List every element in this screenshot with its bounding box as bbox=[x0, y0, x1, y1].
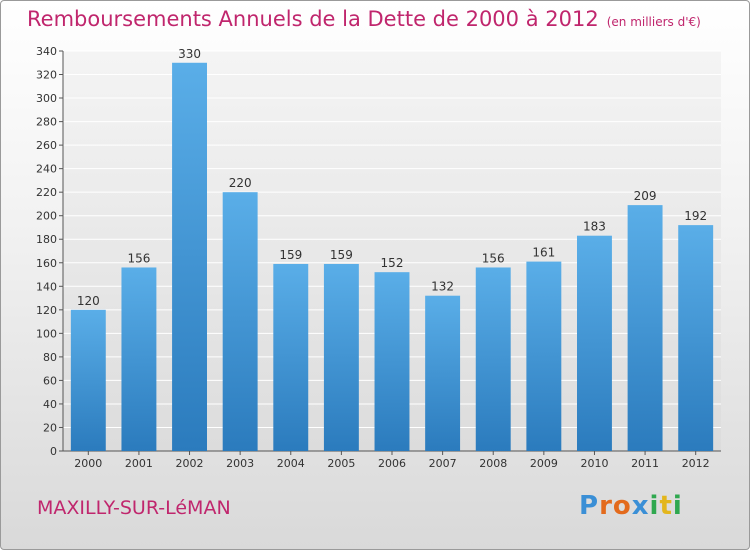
logo-letter: r bbox=[599, 491, 613, 521]
y-tick-label: 100 bbox=[36, 327, 57, 340]
bar bbox=[475, 267, 511, 451]
y-tick-label: 140 bbox=[36, 280, 57, 293]
bar-value-label: 156 bbox=[127, 251, 150, 265]
chart-unit: (en milliers d'€) bbox=[606, 15, 701, 29]
y-tick-label: 20 bbox=[43, 421, 57, 434]
bar-value-label: 330 bbox=[178, 47, 201, 61]
y-tick-label: 300 bbox=[36, 92, 57, 105]
logo-letter: x bbox=[631, 491, 650, 521]
bar bbox=[121, 267, 157, 451]
bar bbox=[526, 261, 562, 451]
chart-title: Remboursements Annuels de la Dette de 20… bbox=[27, 7, 701, 31]
proxiti-logo: Proxiti bbox=[579, 491, 683, 521]
bar bbox=[374, 272, 410, 451]
bar-value-label: 159 bbox=[279, 248, 302, 262]
y-tick-label: 320 bbox=[36, 69, 57, 82]
bar-value-label: 132 bbox=[431, 280, 454, 294]
bar bbox=[323, 263, 359, 451]
x-tick-label: 2010 bbox=[580, 457, 608, 470]
bar-value-label: 209 bbox=[634, 189, 657, 203]
bar bbox=[678, 225, 714, 451]
bar bbox=[273, 263, 309, 451]
x-tick-label: 2012 bbox=[682, 457, 710, 470]
logo-letter: i bbox=[649, 491, 660, 521]
y-tick-label: 60 bbox=[43, 374, 57, 387]
bar-value-label: 156 bbox=[482, 251, 505, 265]
y-tick-label: 160 bbox=[36, 257, 57, 270]
x-tick-label: 2003 bbox=[226, 457, 254, 470]
bar bbox=[172, 62, 208, 451]
logo-letter: t bbox=[659, 491, 673, 521]
y-tick-label: 120 bbox=[36, 304, 57, 317]
y-tick-label: 280 bbox=[36, 116, 57, 129]
y-tick-label: 200 bbox=[36, 210, 57, 223]
y-tick-label: 0 bbox=[50, 445, 57, 458]
x-tick-label: 2004 bbox=[277, 457, 305, 470]
x-tick-label: 2000 bbox=[74, 457, 102, 470]
x-tick-label: 2009 bbox=[530, 457, 558, 470]
bar-value-label: 159 bbox=[330, 248, 353, 262]
bar-value-label: 220 bbox=[229, 176, 252, 190]
bar-value-label: 183 bbox=[583, 220, 606, 234]
x-tick-label: 2005 bbox=[327, 457, 355, 470]
y-tick-label: 180 bbox=[36, 233, 57, 246]
y-tick-label: 40 bbox=[43, 398, 57, 411]
logo-letter: P bbox=[579, 491, 600, 521]
y-tick-label: 80 bbox=[43, 351, 57, 364]
x-tick-label: 2001 bbox=[125, 457, 153, 470]
y-tick-label: 220 bbox=[36, 186, 57, 199]
y-tick-label: 260 bbox=[36, 139, 57, 152]
x-tick-label: 2011 bbox=[631, 457, 659, 470]
x-tick-label: 2008 bbox=[479, 457, 507, 470]
bar bbox=[425, 295, 461, 451]
bar-value-label: 152 bbox=[381, 256, 404, 270]
x-tick-label: 2007 bbox=[429, 457, 457, 470]
bar bbox=[627, 205, 663, 451]
bar bbox=[576, 235, 612, 451]
bar bbox=[70, 309, 106, 451]
y-tick-label: 240 bbox=[36, 163, 57, 176]
chart-title-text: Remboursements Annuels de la Dette de 20… bbox=[27, 7, 599, 31]
bar-value-label: 120 bbox=[77, 294, 100, 308]
x-tick-label: 2006 bbox=[378, 457, 406, 470]
commune-name: MAXILLY-SUR-LéMAN bbox=[37, 497, 231, 519]
bar bbox=[222, 192, 258, 452]
logo-letter: i bbox=[672, 491, 683, 521]
logo-letter: o bbox=[612, 491, 632, 521]
x-tick-label: 2002 bbox=[176, 457, 204, 470]
bar-value-label: 161 bbox=[532, 246, 555, 260]
y-tick-label: 340 bbox=[36, 45, 57, 58]
bar-value-label: 192 bbox=[684, 209, 707, 223]
